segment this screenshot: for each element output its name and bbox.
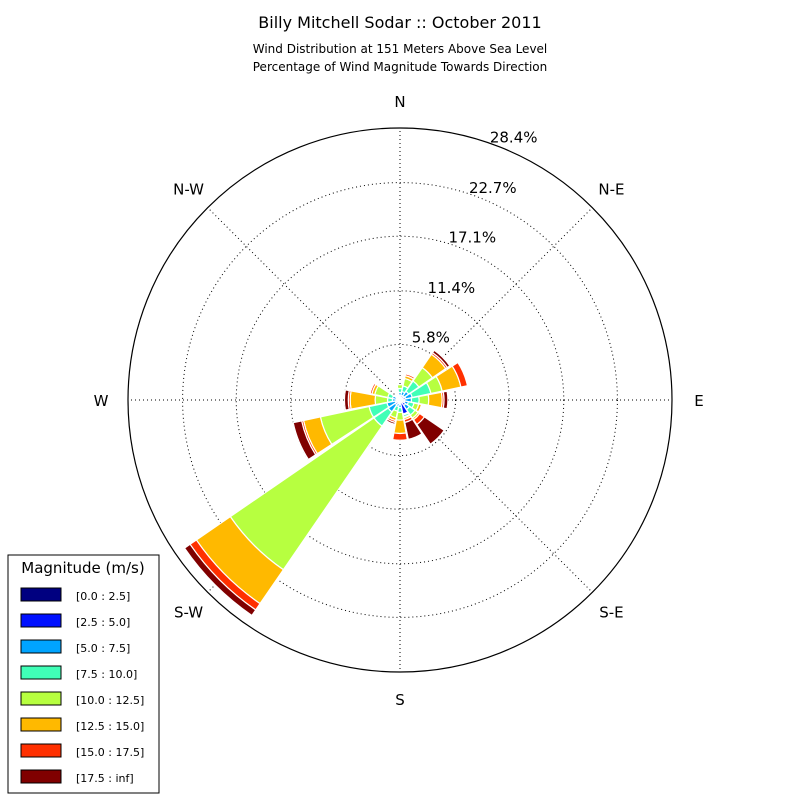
radial-tick-label-3: 17.1% xyxy=(448,229,496,247)
bar-dir-112_5-bin-7 xyxy=(418,404,425,414)
bar-dir-202_5-bin-7 xyxy=(385,418,396,426)
direction-label-s-e: S-E xyxy=(599,603,623,621)
radial-tick-label-5: 28.4% xyxy=(490,129,538,147)
grid-spoke-s-e xyxy=(399,399,593,593)
legend-label-2: [5.0 : 7.5] xyxy=(76,642,130,655)
legend: Magnitude (m/s) [0.0 : 2.5] [2.5 : 5.0] [5… xyxy=(7,554,160,794)
bar-dir-157_5-bin-7 xyxy=(404,418,423,441)
chart-subtitle-line-1: Wind Distribution at 151 Meters Above Se… xyxy=(253,42,548,56)
bar-dir-270-bin-7 xyxy=(343,389,350,411)
direction-label-s: S xyxy=(395,691,405,709)
legend-swatch-1 xyxy=(20,613,62,628)
bar-dir-67_5-bin-6 xyxy=(451,361,469,388)
direction-label-n-e: N-E xyxy=(598,181,624,199)
bar-dir-90-bin-7 xyxy=(442,390,449,410)
bar-dir-135-bin-7 xyxy=(415,415,446,446)
bar-dir-22_5-bin-7 xyxy=(404,372,416,379)
legend-label-0: [0.0 : 2.5] xyxy=(76,590,130,603)
legend-label-6: [15.0 : 17.5] xyxy=(76,746,144,759)
legend-swatch-2 xyxy=(20,639,62,654)
legend-title: Magnitude (m/s) xyxy=(21,559,144,577)
direction-label-n-w: N-W xyxy=(173,181,204,199)
outer-circle xyxy=(127,127,673,673)
polar-frame xyxy=(127,127,673,673)
grid-circle-2 xyxy=(290,290,510,510)
legend-items: [0.0 : 2.5] [2.5 : 5.0] [5.0 : 7.5] [7.5 : … xyxy=(20,587,144,785)
bar-dir-45-bin-7 xyxy=(431,349,451,369)
direction-label-e: E xyxy=(694,392,703,410)
legend-swatch-5 xyxy=(20,717,62,732)
bar-dir-90-bin-5 xyxy=(427,391,443,409)
grid-circle-3 xyxy=(235,235,565,565)
legend-swatch-7 xyxy=(20,769,62,784)
radial-tick-label-1: 5.8% xyxy=(412,329,450,347)
chart-title: Billy Mitchell Sodar :: October 2011 xyxy=(258,13,541,32)
radial-tick-label-4: 22.7% xyxy=(469,179,517,197)
legend-swatch-6 xyxy=(20,743,62,758)
radial-tick-label-2: 11.4% xyxy=(428,279,476,297)
legend-swatch-4 xyxy=(20,691,62,706)
bar-dir-90-bin-4 xyxy=(418,394,430,406)
bar-dir-337_5-bin-4 xyxy=(396,394,400,398)
bar-dir-180-bin-6 xyxy=(391,432,409,441)
direction-label-n: N xyxy=(394,93,405,111)
legend-label-3: [7.5 : 10.0] xyxy=(76,668,137,681)
grid-spoke-n-w xyxy=(207,207,401,401)
legend-label-7: [17.5 : inf] xyxy=(76,772,134,785)
legend-swatch-3 xyxy=(20,665,62,680)
polar-labels: N N-E E S-E S S-W W N-W 5.8% 11.4% 17.1% 22.7% 28.4% xyxy=(94,93,704,709)
legend-label-5: [12.5 : 15.0] xyxy=(76,720,144,733)
windrose-bars xyxy=(183,349,469,617)
bar-dir-247_5-bin-7 xyxy=(292,420,317,461)
legend-label-4: [10.0 : 12.5] xyxy=(76,694,144,707)
grid-spoke-n-e xyxy=(399,207,593,401)
legend-swatch-0 xyxy=(20,587,62,602)
direction-label-w: W xyxy=(94,392,109,410)
direction-label-s-w: S-W xyxy=(174,603,203,621)
bar-dir-292_5-bin-7 xyxy=(368,381,376,395)
grid-circle-1 xyxy=(343,343,457,457)
bar-dir-225-bin-7 xyxy=(183,543,257,617)
grid-circle-4 xyxy=(182,182,618,618)
legend-label-1: [2.5 : 5.0] xyxy=(76,616,130,629)
chart-subtitle-line-2: Percentage of Wind Magnitude Towards Dir… xyxy=(253,60,547,74)
